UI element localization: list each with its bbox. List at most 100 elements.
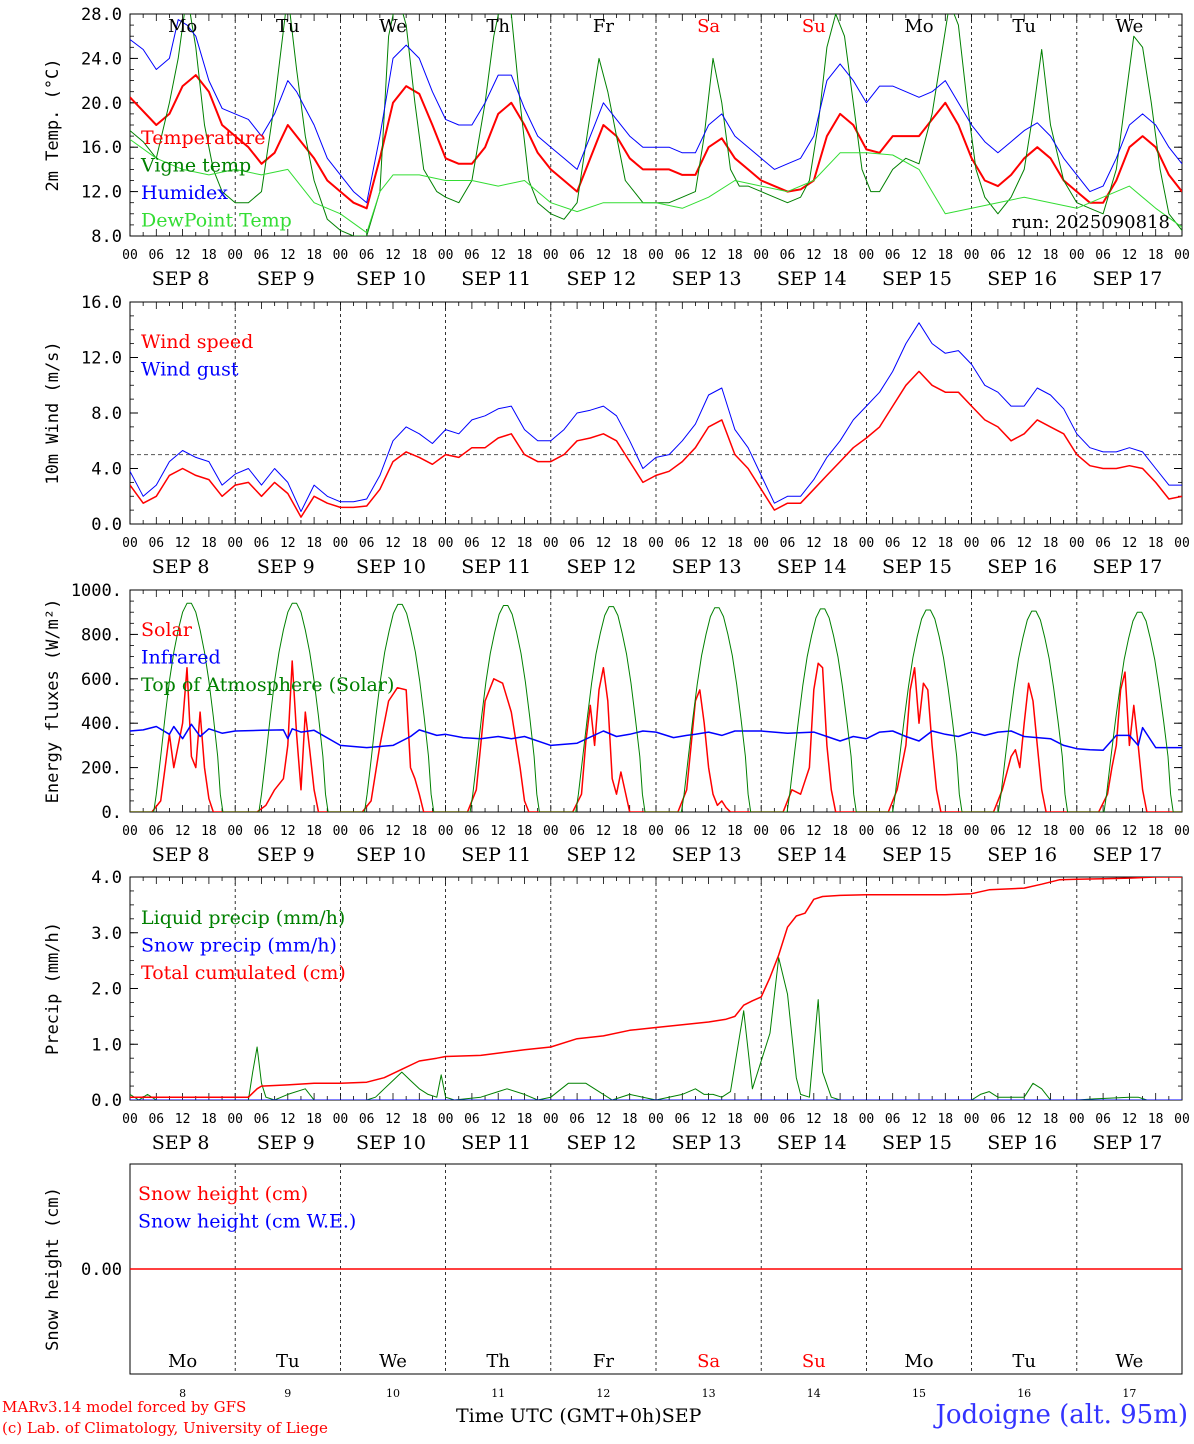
hour-tick-label: 06 [885, 248, 901, 263]
y-tick-label: 16.0 [81, 293, 122, 313]
hour-tick-label: 18 [306, 536, 322, 551]
legend-entry: Snow height (cm) [138, 1183, 308, 1205]
hour-tick-label: 00 [227, 248, 243, 263]
hour-tick-label: 12 [701, 248, 717, 263]
hour-tick-label: 00 [1174, 824, 1190, 839]
hour-tick-label: 06 [569, 1112, 585, 1127]
hour-tick-label: 12 [490, 824, 506, 839]
hour-tick-label: 06 [254, 1112, 270, 1127]
y-tick-label: 400. [81, 714, 122, 734]
hour-tick-label: 06 [1095, 824, 1111, 839]
y-tick-label: 20.0 [81, 94, 122, 114]
date-label: SEP 13 [672, 556, 742, 578]
day-of-week-label: Su [802, 16, 826, 37]
hour-tick-label: 06 [990, 1112, 1006, 1127]
day-number-label: 15 [912, 1387, 926, 1400]
hour-tick-label: 06 [885, 536, 901, 551]
legend-entry: Liquid precip (mm/h) [141, 907, 345, 929]
day-of-week-label: Fr [593, 16, 614, 37]
hour-tick-label: 12 [911, 824, 927, 839]
legend-entry: Wind gust [141, 359, 239, 381]
hour-tick-label: 00 [438, 248, 454, 263]
hour-tick-label: 06 [1095, 536, 1111, 551]
hour-tick-label: 06 [674, 1112, 690, 1127]
hour-tick-label: 06 [148, 248, 164, 263]
hour-tick-label: 00 [543, 824, 559, 839]
hour-tick-label: 18 [201, 824, 217, 839]
series-line-vigne-temp [130, 14, 1182, 236]
hour-tick-label: 06 [254, 536, 270, 551]
day-of-week-label: Mo [168, 16, 197, 37]
hour-tick-label: 12 [175, 824, 191, 839]
hour-tick-label: 12 [280, 824, 296, 839]
legend-entry: Humidex [141, 182, 228, 204]
hour-tick-label: 18 [1043, 824, 1059, 839]
hour-tick-label: 00 [648, 824, 664, 839]
hour-tick-label: 18 [1148, 536, 1164, 551]
date-label: SEP 14 [777, 844, 847, 866]
date-label: SEP 13 [672, 844, 742, 866]
y-tick-label: 800. [81, 625, 122, 645]
credit-line-2: (c) Lab. of Climatology, University of L… [2, 1419, 328, 1437]
location-label: Jodoigne (alt. 95m) [935, 1400, 1188, 1430]
hour-tick-label: 12 [385, 248, 401, 263]
hour-tick-label: 18 [1043, 1112, 1059, 1127]
legend-entry: Total cumulated (cm) [141, 962, 346, 984]
date-label: SEP 9 [257, 556, 315, 578]
hour-tick-label: 00 [753, 248, 769, 263]
date-label: SEP 11 [461, 268, 531, 290]
hour-tick-label: 18 [1148, 824, 1164, 839]
hour-tick-label: 06 [674, 536, 690, 551]
y-tick-label: 600. [81, 670, 122, 690]
hour-tick-label: 00 [859, 248, 875, 263]
hour-tick-label: 00 [1174, 536, 1190, 551]
y-axis-title: Precip (mm/h) [43, 922, 63, 1055]
hour-tick-label: 00 [438, 536, 454, 551]
hour-tick-label: 18 [832, 824, 848, 839]
hour-tick-label: 06 [885, 1112, 901, 1127]
hour-tick-label: 18 [832, 248, 848, 263]
hour-tick-label: 00 [543, 248, 559, 263]
hour-tick-label: 18 [411, 824, 427, 839]
legend-entry: Solar [141, 619, 193, 641]
day-of-week-label: Th [486, 16, 510, 37]
hour-tick-label: 12 [701, 536, 717, 551]
date-label: SEP 12 [566, 844, 636, 866]
date-label: SEP 16 [987, 1132, 1057, 1154]
date-label: SEP 10 [356, 1132, 426, 1154]
hour-tick-label: 00 [753, 824, 769, 839]
hour-tick-label: 00 [1069, 248, 1085, 263]
x-axis-month: SEP [661, 1405, 702, 1427]
day-of-week-label: We [1116, 16, 1144, 37]
date-label: SEP 17 [1092, 556, 1162, 578]
series-line-temperature [130, 74, 1182, 210]
legend-entry: Temperature [141, 127, 265, 149]
day-number-label: 17 [1122, 1387, 1136, 1400]
hour-tick-label: 18 [411, 536, 427, 551]
hour-tick-label: 00 [543, 536, 559, 551]
hour-tick-label: 18 [1148, 1112, 1164, 1127]
hour-tick-label: 18 [727, 248, 743, 263]
hour-tick-label: 12 [1122, 536, 1138, 551]
day-number-label: 8 [179, 1387, 186, 1400]
hour-tick-label: 12 [1016, 536, 1032, 551]
run-label: run: 2025090818 [1012, 212, 1170, 233]
x-axis-label: Time UTC (GMT+0h)SEP [456, 1405, 701, 1427]
hour-tick-label: 06 [990, 248, 1006, 263]
hour-tick-label: 12 [1016, 824, 1032, 839]
hour-tick-label: 18 [517, 1112, 533, 1127]
hour-tick-label: 06 [359, 248, 375, 263]
hour-tick-label: 18 [306, 824, 322, 839]
hour-tick-label: 00 [227, 824, 243, 839]
hour-tick-label: 00 [227, 1112, 243, 1127]
hour-tick-label: 00 [648, 536, 664, 551]
hour-tick-label: 06 [254, 248, 270, 263]
hour-tick-label: 18 [201, 248, 217, 263]
day-of-week-label: Tu [276, 16, 300, 37]
credit-line-1: MARv3.14 model forced by GFS [2, 1398, 247, 1416]
hour-tick-label: 06 [359, 536, 375, 551]
hour-tick-label: 12 [911, 248, 927, 263]
day-number-label: 13 [702, 1387, 716, 1400]
hour-tick-label: 18 [306, 1112, 322, 1127]
hour-tick-label: 00 [438, 1112, 454, 1127]
